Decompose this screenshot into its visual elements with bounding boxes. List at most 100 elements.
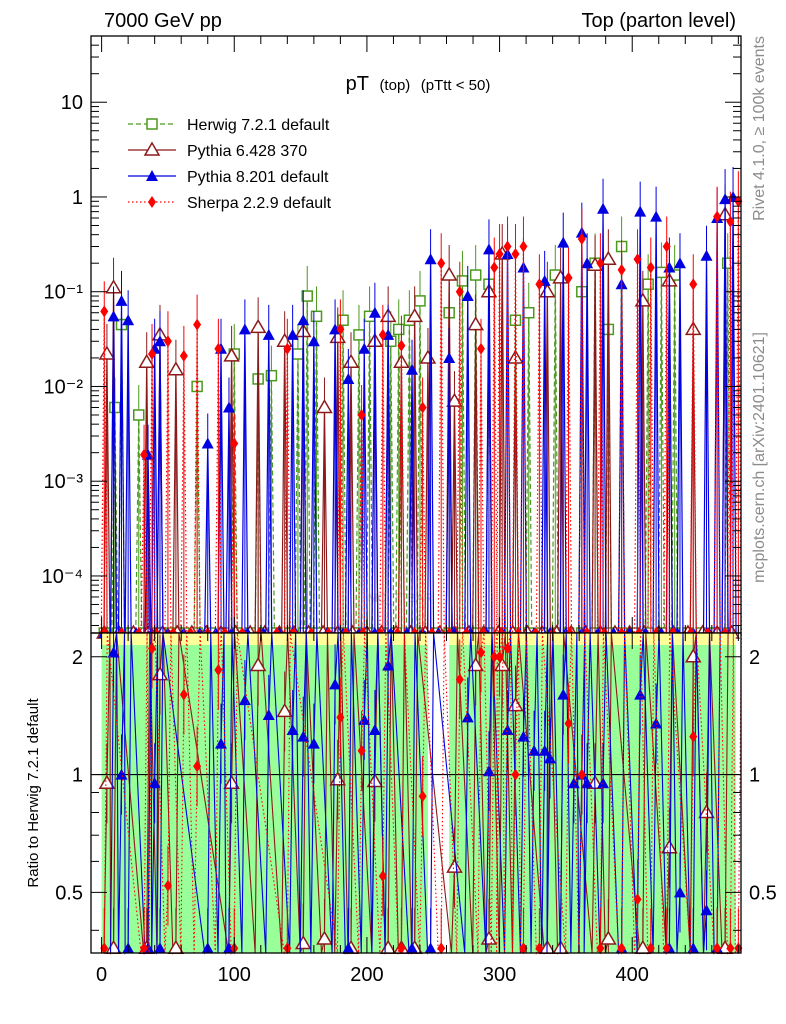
x-tick-label: 200: [350, 964, 383, 986]
data-point: [138, 353, 156, 369]
y-tick-label: 10⁻¹: [44, 282, 84, 304]
ratio-point: [661, 839, 678, 854]
data-point: [167, 361, 185, 376]
data-point: [617, 263, 626, 276]
data-point: [443, 351, 456, 363]
data-point: [482, 243, 495, 255]
data-point: [440, 266, 458, 281]
legend-entry-herwig: Herwig 7.2.1 default: [128, 117, 330, 134]
data-point: [469, 269, 482, 281]
title-cut: (pTtt < 50): [421, 77, 491, 94]
data-point: [418, 401, 427, 414]
ratio-point: [689, 730, 698, 743]
data-point: [238, 323, 251, 335]
ratio-point: [406, 942, 419, 954]
ratio-point: [98, 774, 116, 790]
data-point: [662, 240, 671, 253]
rivet-label: Rivet 4.1.0, ≥ 100k events: [751, 36, 768, 221]
legend-entry-sherpa: Sherpa 2.2.9 default: [128, 195, 332, 212]
ratio-point: [179, 688, 188, 701]
ratio-point: [249, 656, 267, 672]
legend-marker-sherpa: [148, 196, 156, 208]
data-point: [307, 335, 320, 347]
data-point: [634, 205, 647, 217]
ratio-point: [596, 942, 605, 955]
ratio-point: [577, 768, 586, 781]
data-point: [201, 437, 214, 449]
data-point: [406, 307, 423, 323]
data-point: [490, 261, 499, 274]
data-point: [467, 316, 484, 331]
data-point: [535, 278, 544, 291]
ratio-point: [646, 942, 655, 955]
ratio-point: [329, 678, 342, 690]
ratio-point: [543, 752, 556, 764]
ratio-tick-label: 2: [72, 647, 83, 669]
ratio-point: [214, 664, 223, 677]
ratio-axes: 2 2 1 1 0.5 0.5: [55, 647, 777, 931]
data-point: [98, 345, 116, 360]
ratio-tick-label-right: 1: [749, 765, 760, 787]
data-point: [283, 342, 292, 355]
ratio-line: [103, 632, 729, 955]
ratio-tick-label-right: 0.5: [749, 882, 777, 904]
legend-marker-pythia6: [143, 141, 161, 156]
data-point: [564, 271, 573, 284]
ratio-point: [148, 642, 157, 655]
data-point: [140, 448, 149, 461]
ratio-point: [107, 646, 120, 658]
ratio-point: [517, 730, 530, 742]
data-point: [230, 437, 239, 450]
ratio-point: [633, 893, 642, 906]
ratio-point: [581, 777, 594, 789]
ratio-point: [600, 930, 617, 945]
ratio-point: [493, 656, 511, 672]
legend-marker-pythia8: [146, 170, 158, 181]
ratio-point: [726, 942, 735, 955]
data-point: [100, 305, 109, 318]
ratio-tick-label: 1: [72, 765, 83, 787]
data-point: [414, 295, 426, 307]
data-point: [523, 306, 535, 319]
legend-entry-pythia8: Pythia 8.201 default: [128, 169, 329, 186]
ratio-point: [503, 642, 512, 655]
y-tick-label: 1: [72, 187, 83, 209]
data-point: [337, 314, 349, 326]
ratio-point: [316, 930, 333, 945]
ratio-point: [477, 646, 485, 659]
ratio-point: [490, 650, 499, 663]
x-tick-label: 400: [616, 964, 649, 986]
data-point: [596, 257, 605, 270]
data-point: [455, 285, 464, 298]
data-point: [633, 253, 642, 266]
x-tick-label: 0: [96, 964, 107, 986]
data-point: [519, 240, 528, 253]
ratio-point: [713, 942, 722, 955]
ratio-point: [382, 659, 395, 671]
data-point: [597, 202, 610, 214]
ratio-point: [461, 711, 474, 723]
data-point: [193, 318, 202, 331]
ratio-point: [528, 744, 541, 756]
ratio-point: [519, 942, 528, 955]
data-point: [397, 339, 406, 352]
ratio-point: [418, 790, 427, 803]
data-point: [437, 257, 446, 270]
ratio-point: [336, 711, 345, 724]
ratio-point: [567, 777, 580, 789]
title-main: pT: [346, 73, 369, 95]
y-tick-label: 10: [61, 92, 83, 114]
data-point: [153, 335, 166, 347]
data-point: [673, 257, 686, 269]
ratio-point: [223, 774, 240, 790]
data-point: [336, 323, 345, 336]
header-right: Top (parton level): [581, 10, 736, 32]
ratio-frame: [90, 632, 742, 954]
ratio-point: [115, 768, 128, 780]
ratio-point: [100, 942, 109, 955]
ratio-point: [501, 723, 514, 735]
ratio-point: [153, 942, 166, 954]
x-tick-label: 300: [483, 964, 516, 986]
ratio-point: [482, 765, 495, 777]
